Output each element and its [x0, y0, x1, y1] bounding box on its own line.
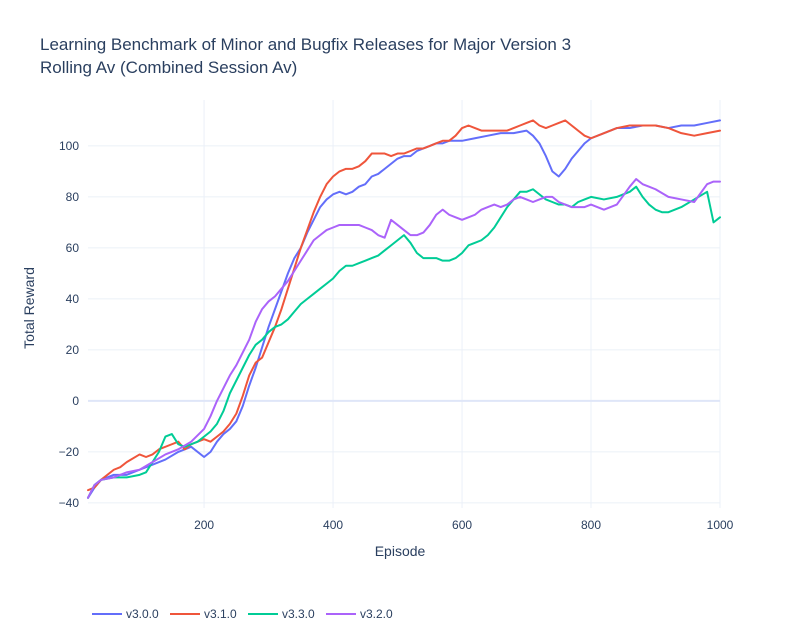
x-tick-label-200: 200: [194, 518, 214, 532]
series-line-v3.1.0: [87, 119, 721, 492]
chart-title-line-2: Rolling Av (Combined Session Av): [40, 58, 297, 77]
legend-label-v3.1.0: v3.1.0: [204, 607, 237, 621]
legend-item-v3.3.0[interactable]: v3.3.0: [248, 607, 315, 621]
x-axis-label: Episode: [375, 543, 426, 559]
y-tick-label-minus-20: −20: [59, 445, 80, 459]
x-tick-label-600: 600: [452, 518, 472, 532]
series-line-v3.3.0: [87, 185, 721, 499]
y-tick-label-80: 80: [66, 190, 80, 204]
x-tick-labels: 200 400 600 800 1000: [194, 518, 734, 532]
y-tick-label-60: 60: [66, 241, 80, 255]
x-tick-label-800: 800: [581, 518, 601, 532]
chart-title-line-1: Learning Benchmark of Minor and Bugfix R…: [40, 35, 571, 54]
legend-item-v3.2.0[interactable]: v3.2.0: [326, 607, 393, 621]
legend-label-v3.2.0: v3.2.0: [360, 607, 393, 621]
y-tick-label-20: 20: [66, 343, 80, 357]
legend[interactable]: v3.0.0 v3.1.0 v3.3.0 v3.2.0: [92, 607, 393, 621]
legend-item-v3.0.0[interactable]: v3.0.0: [92, 607, 159, 621]
y-tick-label-100: 100: [59, 139, 79, 153]
legend-label-v3.0.0: v3.0.0: [126, 607, 159, 621]
x-tick-label-1000: 1000: [707, 518, 734, 532]
legend-item-v3.1.0[interactable]: v3.1.0: [170, 607, 237, 621]
y-axis-label: Total Reward: [21, 267, 37, 349]
series-line-v3.2.0: [87, 178, 721, 499]
x-tick-label-400: 400: [323, 518, 343, 532]
legend-label-v3.3.0: v3.3.0: [282, 607, 315, 621]
y-tick-labels: −40 −20 0 20 40 60 80 100: [59, 139, 80, 510]
y-tick-label-0: 0: [72, 394, 79, 408]
series-layer: [87, 119, 721, 499]
series-line-v3.0.0: [87, 119, 721, 499]
y-tick-label-minus-40: −40: [59, 496, 80, 510]
y-tick-label-40: 40: [66, 292, 80, 306]
